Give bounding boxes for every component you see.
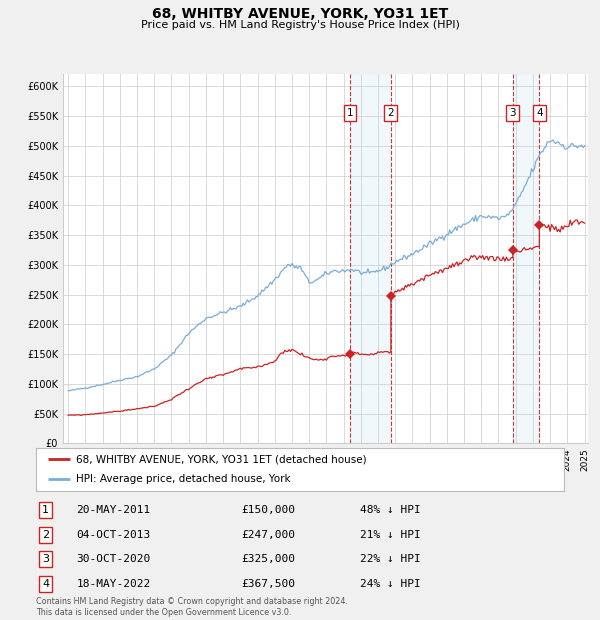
Text: 4: 4	[536, 108, 542, 118]
Text: £325,000: £325,000	[241, 554, 295, 564]
Text: 2: 2	[388, 108, 394, 118]
Text: 1: 1	[347, 108, 353, 118]
Text: 68, WHITBY AVENUE, YORK, YO31 1ET (detached house): 68, WHITBY AVENUE, YORK, YO31 1ET (detac…	[76, 454, 366, 464]
Text: 1: 1	[42, 505, 49, 515]
Text: 3: 3	[42, 554, 49, 564]
Text: 18-MAY-2022: 18-MAY-2022	[77, 579, 151, 589]
Text: 2: 2	[42, 529, 49, 540]
Text: 3: 3	[509, 108, 516, 118]
Text: 30-OCT-2020: 30-OCT-2020	[77, 554, 151, 564]
Text: 04-OCT-2013: 04-OCT-2013	[77, 529, 151, 540]
Text: 48% ↓ HPI: 48% ↓ HPI	[360, 505, 421, 515]
Text: 68, WHITBY AVENUE, YORK, YO31 1ET: 68, WHITBY AVENUE, YORK, YO31 1ET	[152, 7, 448, 22]
Text: £367,500: £367,500	[241, 579, 295, 589]
Text: £150,000: £150,000	[241, 505, 295, 515]
Text: Contains HM Land Registry data © Crown copyright and database right 2024.
This d: Contains HM Land Registry data © Crown c…	[36, 598, 348, 617]
Text: 4: 4	[42, 579, 49, 589]
Bar	[350, 74, 391, 443]
Text: 21% ↓ HPI: 21% ↓ HPI	[360, 529, 421, 540]
Text: 24% ↓ HPI: 24% ↓ HPI	[360, 579, 421, 589]
Text: £247,000: £247,000	[241, 529, 295, 540]
Text: HPI: Average price, detached house, York: HPI: Average price, detached house, York	[76, 474, 290, 484]
Text: Price paid vs. HM Land Registry's House Price Index (HPI): Price paid vs. HM Land Registry's House …	[140, 20, 460, 30]
Text: 22% ↓ HPI: 22% ↓ HPI	[360, 554, 421, 564]
Text: 20-MAY-2011: 20-MAY-2011	[77, 505, 151, 515]
Bar	[513, 74, 539, 443]
